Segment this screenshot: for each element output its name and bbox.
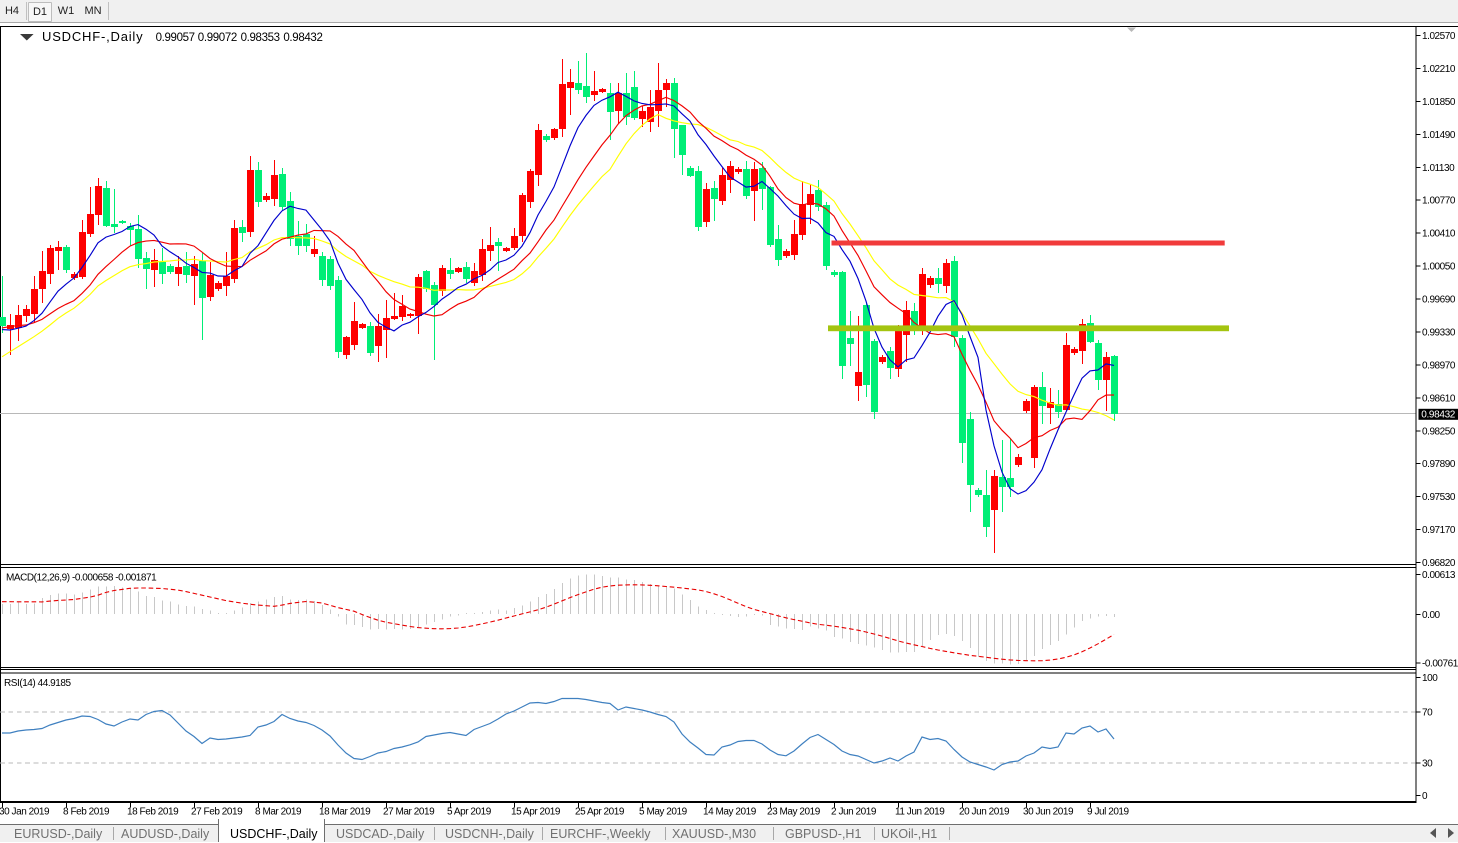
svg-text:0.00: 0.00 [1422,610,1441,621]
svg-text:20 Jun 2019: 20 Jun 2019 [959,807,1010,818]
svg-text:RSI(14) 44.9185: RSI(14) 44.9185 [4,678,72,689]
svg-text:11 Jun 2019: 11 Jun 2019 [895,807,945,818]
svg-text:0.98432: 0.98432 [283,32,322,44]
svg-text:1.00050: 1.00050 [1422,262,1456,273]
svg-text:18 Mar 2019: 18 Mar 2019 [319,807,371,818]
svg-text:30 Jun 2019: 30 Jun 2019 [1023,807,1074,818]
svg-text:MACD(12,26,9) -0.000658 -0.001: MACD(12,26,9) -0.000658 -0.001871 [6,573,157,584]
svg-text:0.99072: 0.99072 [198,32,237,44]
svg-text:0.99057: 0.99057 [156,32,195,44]
svg-text:30: 30 [1422,759,1433,770]
svg-text:0.97890: 0.97890 [1422,459,1456,470]
svg-text:1.01130: 1.01130 [1422,163,1455,174]
svg-text:27 Feb 2019: 27 Feb 2019 [191,807,243,818]
svg-text:0.98610: 0.98610 [1422,393,1456,404]
svg-text:14 May 2019: 14 May 2019 [703,807,757,818]
svg-text:0.98353: 0.98353 [241,32,280,44]
svg-text:2 Jun 2019: 2 Jun 2019 [831,807,877,818]
svg-text:27 Mar 2019: 27 Mar 2019 [383,807,435,818]
svg-text:15 Apr 2019: 15 Apr 2019 [511,807,561,818]
svg-text:0.99690: 0.99690 [1422,295,1456,306]
svg-text:25 Apr 2019: 25 Apr 2019 [575,807,625,818]
svg-text:1.01490: 1.01490 [1422,130,1456,141]
svg-text:23 May 2019: 23 May 2019 [767,807,821,818]
svg-text:USDCHF-,Daily: USDCHF-,Daily [42,29,143,44]
svg-text:0.00613: 0.00613 [1422,570,1456,581]
svg-text:1.00410: 1.00410 [1422,229,1456,240]
svg-text:1.02210: 1.02210 [1422,64,1456,75]
svg-text:5 Apr 2019: 5 Apr 2019 [447,807,492,818]
svg-text:0: 0 [1422,791,1428,802]
svg-text:18 Feb 2019: 18 Feb 2019 [127,807,179,818]
svg-text:-0.0076125: -0.0076125 [1422,659,1458,670]
svg-text:1.00770: 1.00770 [1422,196,1456,207]
svg-text:0.98250: 0.98250 [1422,426,1456,437]
svg-text:30 Jan 2019: 30 Jan 2019 [0,807,50,818]
svg-text:8 Feb 2019: 8 Feb 2019 [63,807,110,818]
svg-text:1.01850: 1.01850 [1422,97,1456,108]
svg-text:9 Jul 2019: 9 Jul 2019 [1087,807,1130,818]
svg-text:0.99330: 0.99330 [1422,327,1456,338]
svg-text:0.97170: 0.97170 [1422,525,1456,536]
svg-text:5 May 2019: 5 May 2019 [639,807,688,818]
svg-text:0.96820: 0.96820 [1422,558,1456,569]
svg-text:0.98970: 0.98970 [1422,360,1456,371]
svg-text:1.02570: 1.02570 [1422,31,1456,42]
svg-text:8 Mar 2019: 8 Mar 2019 [255,807,302,818]
svg-text:100: 100 [1422,673,1438,684]
svg-text:0.98432: 0.98432 [1421,410,1455,421]
svg-text:0.97530: 0.97530 [1422,492,1456,503]
svg-text:70: 70 [1422,707,1433,718]
